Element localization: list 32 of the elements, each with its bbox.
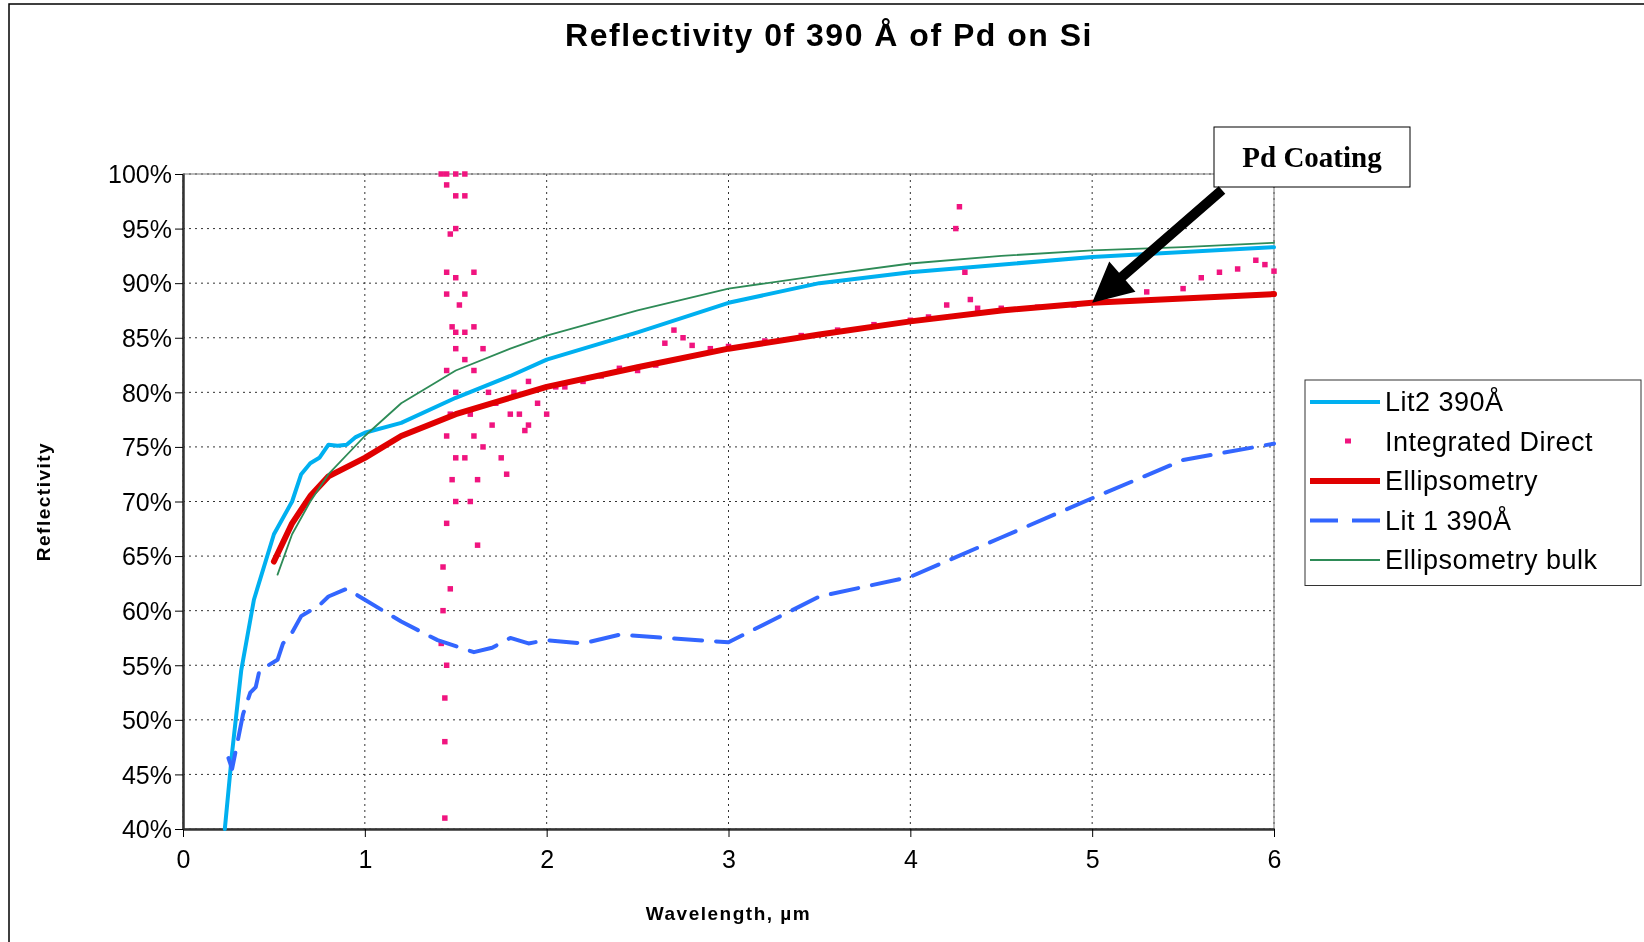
line-series <box>276 241 1275 576</box>
y-tick-label: 85% <box>121 324 172 352</box>
y-tick-label: 80% <box>121 378 172 407</box>
legend-label: Integrated Direct <box>1385 426 1594 457</box>
y-tick-label: 45% <box>121 760 172 789</box>
x-tick-label: 4 <box>903 844 918 873</box>
chart-title: Reflectivity 0f 390 Å of Pd on Si <box>565 17 1093 53</box>
y-tick-label: 60% <box>121 596 172 625</box>
y-tick-label: 95% <box>121 214 172 243</box>
y-tick-label: 55% <box>121 651 172 680</box>
x-tick-label: 6 <box>1267 844 1282 873</box>
y-tick-label: 40% <box>121 815 172 844</box>
x-tick-label: 1 <box>358 844 373 873</box>
legend-label: Ellipsometry <box>1385 466 1539 497</box>
legend-label: Lit 1 390Å <box>1385 504 1512 536</box>
legend-label: Ellipsometry bulk <box>1385 545 1598 576</box>
x-tick-label: 5 <box>1085 844 1100 873</box>
y-axis-title: Reflectivity <box>33 441 54 562</box>
y-tick-label: 65% <box>121 542 172 571</box>
y-tick-label: 100% <box>108 160 172 189</box>
x-tick-label: 3 <box>722 844 736 873</box>
y-tick-label: 70% <box>121 487 172 516</box>
y-tick-label: 50% <box>121 706 172 735</box>
x-tick-label: 0 <box>176 844 191 873</box>
legend-label: Lit2 390Å <box>1385 386 1504 418</box>
line-series <box>222 245 1276 831</box>
text: Pd Coating <box>1242 141 1383 173</box>
y-tick-label: 75% <box>121 433 172 462</box>
line-series <box>226 441 1276 771</box>
y-tick-label: 90% <box>121 269 172 298</box>
x-tick-label: 2 <box>540 844 555 873</box>
x-axis-title: Wavelength, µm <box>645 903 812 924</box>
